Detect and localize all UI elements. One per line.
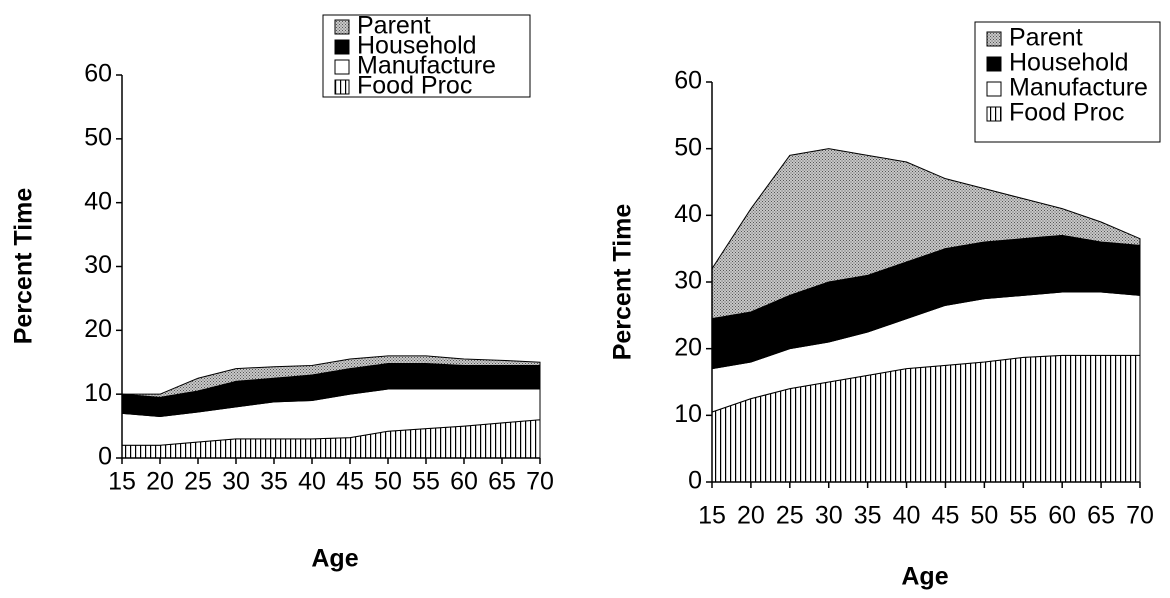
y-tick-label: 50: [84, 123, 112, 151]
y-tick-label: 0: [688, 467, 702, 495]
legend-swatch: [986, 56, 1002, 72]
legend-label: Manufacture: [1009, 74, 1148, 102]
y-tick-label: 20: [84, 315, 112, 343]
y-tick-label: 60: [674, 67, 702, 95]
legend-swatch: [986, 106, 1002, 122]
x-axis-title: Age: [311, 545, 358, 573]
legend-label: Parent: [1009, 24, 1083, 52]
y-tick-label: 30: [84, 251, 112, 279]
x-tick-label: 35: [260, 468, 288, 496]
x-tick-label: 20: [737, 502, 765, 530]
x-tick-label: 70: [526, 468, 554, 496]
y-axis-title: Percent Time: [10, 188, 38, 345]
x-tick-label: 35: [854, 502, 882, 530]
x-tick-label: 20: [146, 468, 174, 496]
x-tick-label: 60: [1048, 502, 1076, 530]
x-tick-label: 65: [1087, 502, 1115, 530]
legend-label: Food Proc: [357, 72, 472, 100]
y-tick-label: 0: [98, 443, 112, 471]
x-tick-label: 50: [374, 468, 402, 496]
x-tick-label: 70: [1126, 502, 1154, 530]
x-tick-label: 40: [893, 502, 921, 530]
x-tick-label: 55: [412, 468, 440, 496]
x-tick-label: 25: [776, 502, 804, 530]
legend-swatch: [986, 31, 1002, 47]
legend-label: Household: [357, 32, 477, 60]
y-tick-label: 10: [674, 400, 702, 428]
legend-swatch: [334, 39, 350, 55]
x-tick-label: 15: [108, 468, 136, 496]
area: [711, 148, 1141, 320]
legend-box: [974, 21, 1161, 143]
x-tick-label: 55: [1009, 502, 1037, 530]
y-tick-label: 50: [674, 133, 702, 161]
x-tick-label: 25: [184, 468, 212, 496]
y-tick-label: 10: [84, 379, 112, 407]
legend-label: Manufacture: [357, 52, 496, 80]
legend-box: [322, 14, 531, 98]
x-axis-title: Age: [901, 563, 948, 591]
legend-swatch: [334, 59, 350, 75]
y-tick-label: 20: [674, 333, 702, 361]
legend-swatch: [334, 79, 350, 95]
x-tick-label: 45: [932, 502, 960, 530]
y-tick-label: 60: [84, 60, 112, 88]
x-tick-label: 45: [336, 468, 364, 496]
area: [121, 355, 541, 398]
x-tick-label: 65: [488, 468, 516, 496]
x-tick-label: 60: [450, 468, 478, 496]
y-tick-label: 40: [674, 200, 702, 228]
y-tick-label: 30: [674, 267, 702, 295]
legend-label: Household: [1009, 49, 1129, 77]
legend-label: Food Proc: [1009, 99, 1124, 127]
x-tick-label: 15: [698, 502, 726, 530]
x-tick-label: 30: [222, 468, 250, 496]
legend-swatch: [334, 19, 350, 35]
y-axis-title: Percent Time: [609, 204, 637, 361]
y-tick-label: 40: [84, 187, 112, 215]
legend-label: Parent: [357, 12, 431, 40]
x-tick-label: 30: [815, 502, 843, 530]
x-tick-label: 50: [970, 502, 998, 530]
legend-swatch: [986, 81, 1002, 97]
x-tick-label: 40: [298, 468, 326, 496]
